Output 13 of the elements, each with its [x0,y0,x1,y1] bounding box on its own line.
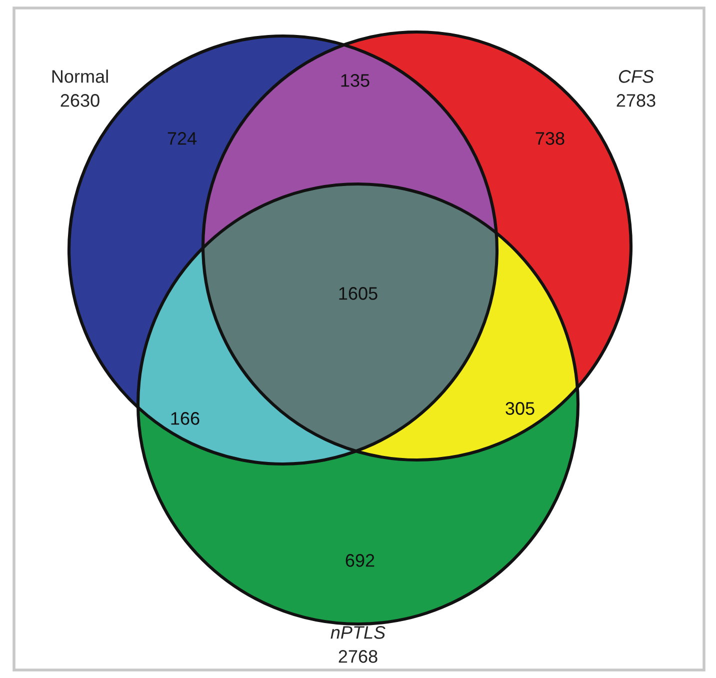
text: 692 [346,554,374,567]
text: 166 [171,412,200,425]
text: 135 [341,74,370,87]
text: 724 [168,132,197,145]
category-label: nPTLS [330,626,386,639]
text: 738 [536,132,564,145]
data-label: 2630 [60,94,100,107]
category-label: CFS [618,70,654,83]
data-label: 2783 [616,94,656,107]
category-label: Normal [52,70,108,83]
data-label: 2768 [338,650,378,663]
text: 305 [506,402,534,415]
text: 1605 [339,287,378,300]
